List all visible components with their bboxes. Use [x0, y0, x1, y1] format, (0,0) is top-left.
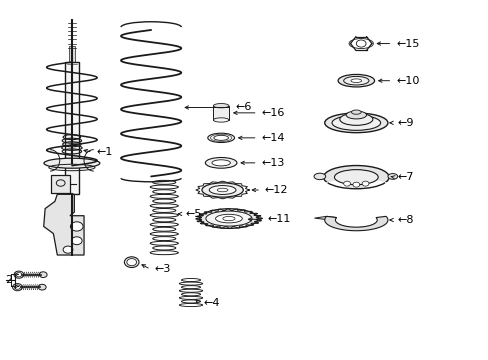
Polygon shape — [314, 216, 336, 219]
Ellipse shape — [343, 76, 368, 85]
Text: ←13: ←13 — [261, 158, 285, 168]
Ellipse shape — [44, 158, 100, 168]
Circle shape — [352, 182, 359, 187]
Text: ←6: ←6 — [235, 103, 252, 112]
Bar — [65, 62, 79, 194]
Text: 2: 2 — [5, 275, 12, 285]
Ellipse shape — [205, 211, 251, 226]
Wedge shape — [324, 180, 387, 202]
Text: ←16: ←16 — [261, 108, 285, 118]
Ellipse shape — [39, 272, 47, 278]
Text: ←14: ←14 — [261, 133, 285, 143]
Ellipse shape — [324, 113, 387, 133]
Ellipse shape — [38, 284, 46, 290]
Ellipse shape — [313, 173, 325, 180]
Ellipse shape — [387, 174, 397, 179]
Ellipse shape — [13, 284, 22, 291]
Text: ←8: ←8 — [397, 215, 413, 225]
Ellipse shape — [334, 170, 377, 185]
Text: ←10: ←10 — [395, 76, 419, 86]
Ellipse shape — [14, 271, 24, 278]
Bar — [69, 46, 75, 62]
Ellipse shape — [215, 214, 242, 223]
Text: ←4: ←4 — [203, 298, 219, 308]
Text: ←15: ←15 — [395, 39, 419, 49]
Circle shape — [340, 226, 345, 230]
Ellipse shape — [124, 257, 139, 267]
Ellipse shape — [211, 160, 230, 166]
Circle shape — [343, 181, 350, 186]
Ellipse shape — [213, 135, 228, 140]
Ellipse shape — [331, 115, 380, 130]
Ellipse shape — [351, 110, 361, 114]
Bar — [51, 175, 70, 193]
Circle shape — [373, 224, 378, 228]
Circle shape — [16, 273, 22, 277]
Circle shape — [71, 237, 82, 245]
Circle shape — [126, 258, 136, 266]
Text: ←3: ←3 — [154, 264, 171, 274]
Ellipse shape — [209, 185, 236, 194]
Text: ←12: ←12 — [264, 185, 288, 195]
Ellipse shape — [323, 166, 388, 189]
Circle shape — [63, 246, 73, 253]
Circle shape — [362, 181, 368, 186]
Ellipse shape — [213, 104, 228, 108]
Ellipse shape — [207, 133, 234, 143]
Text: ←5: ←5 — [185, 209, 201, 219]
Ellipse shape — [200, 209, 258, 228]
Ellipse shape — [337, 75, 374, 87]
Text: ←9: ←9 — [397, 118, 413, 128]
Ellipse shape — [202, 183, 243, 197]
Polygon shape — [43, 194, 84, 255]
Polygon shape — [324, 216, 387, 231]
Ellipse shape — [205, 157, 237, 168]
Circle shape — [358, 227, 363, 231]
Circle shape — [356, 40, 366, 47]
Ellipse shape — [346, 111, 366, 119]
Text: ←1: ←1 — [97, 147, 113, 157]
Circle shape — [70, 222, 83, 231]
Bar — [213, 106, 228, 120]
Ellipse shape — [213, 118, 228, 122]
Text: ←11: ←11 — [267, 214, 291, 224]
Circle shape — [328, 221, 333, 225]
Circle shape — [15, 285, 20, 289]
Ellipse shape — [339, 113, 372, 125]
Text: ←7: ←7 — [397, 172, 413, 182]
Ellipse shape — [350, 79, 361, 82]
